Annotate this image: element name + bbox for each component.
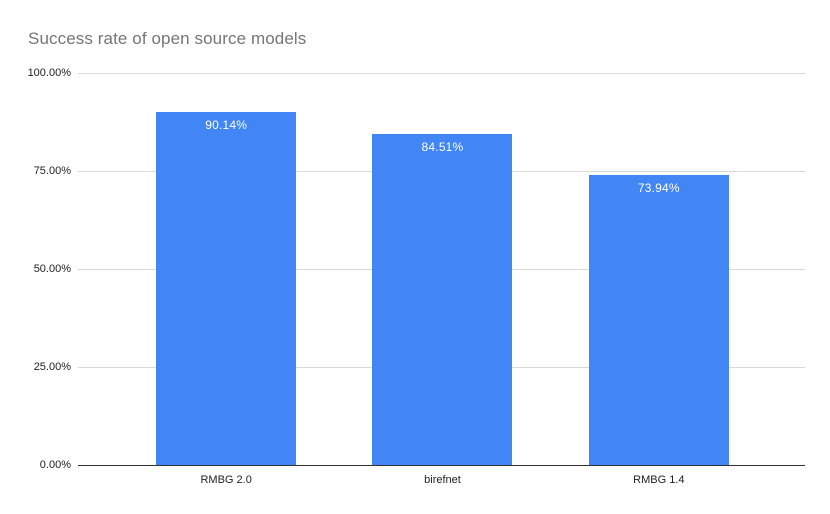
category-label: birefnet — [424, 474, 461, 486]
y-axis-tick: 50.00% — [33, 263, 71, 275]
bar-slot: 90.14% RMBG 2.0 — [118, 73, 334, 486]
bars-group: 90.14% RMBG 2.0 84.51% birefnet 73.94% R… — [78, 73, 805, 486]
y-axis-tick: 75.00% — [33, 165, 71, 177]
x-axis-line — [78, 465, 805, 466]
bar-value-label: 90.14% — [205, 117, 248, 132]
bar-rmbg-2-0: 90.14% — [156, 111, 297, 465]
gridline-100pct — [78, 73, 805, 74]
bar-value-label: 84.51% — [421, 139, 464, 154]
bar-birefnet: 84.51% — [372, 133, 513, 465]
bar-slot: 84.51% birefnet — [334, 73, 550, 486]
plot-area: 90.14% RMBG 2.0 84.51% birefnet 73.94% R… — [78, 73, 805, 486]
y-axis-tick: 100.00% — [27, 67, 71, 79]
y-axis-tick: 25.00% — [33, 361, 71, 373]
y-axis: 100.00% 75.00% 50.00% 25.00% 0.00% — [0, 67, 71, 471]
bar-slot: 73.94% RMBG 1.4 — [551, 73, 767, 486]
bar-rmbg-1-4: 73.94% — [588, 175, 729, 465]
category-label: RMBG 1.4 — [633, 474, 685, 486]
y-axis-tick: 0.00% — [39, 459, 71, 471]
category-label: RMBG 2.0 — [200, 474, 252, 486]
bar-value-label: 73.94% — [637, 181, 680, 196]
chart-title: Success rate of open source models — [28, 29, 307, 48]
